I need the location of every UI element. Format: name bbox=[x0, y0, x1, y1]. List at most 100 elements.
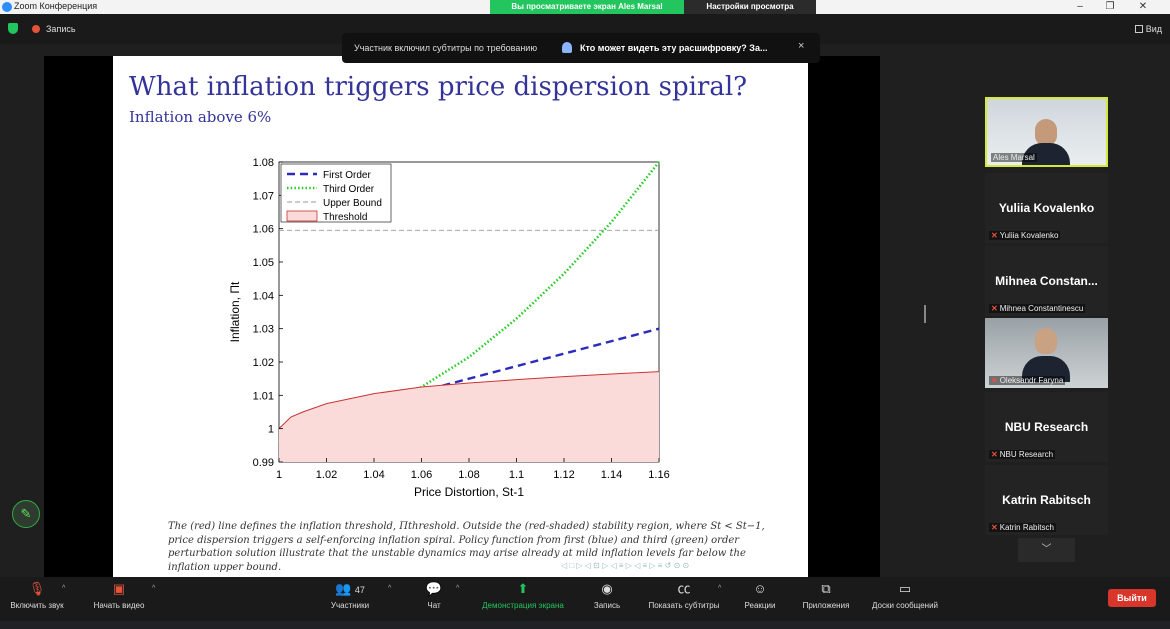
participants-options-caret-icon[interactable]: ^ bbox=[388, 585, 392, 592]
participants-count: 47 bbox=[354, 585, 365, 595]
reactions-button[interactable]: ☺ Реакции bbox=[740, 581, 780, 610]
whiteboards-button[interactable]: ▭ Доски сообщений bbox=[862, 581, 948, 610]
os-taskbar bbox=[0, 621, 1170, 629]
y-tick-label: 1.07 bbox=[253, 190, 274, 202]
participant-name: Ales Marsal bbox=[991, 153, 1037, 162]
participant-display-name: Mihnea Constan... bbox=[995, 274, 1098, 288]
participant-name-label: ✕ Oleksandr Faryna bbox=[989, 376, 1066, 385]
participant-tile[interactable]: ✕ Oleksandr Faryna bbox=[985, 318, 1108, 388]
start-video-button[interactable]: ▣ Начать видео bbox=[86, 581, 152, 610]
x-tick-label: 1.1 bbox=[509, 469, 524, 481]
chat-button[interactable]: 💬 Чат bbox=[416, 581, 452, 610]
y-tick-label: 1.04 bbox=[253, 290, 274, 302]
participant-name-label: ✕ Katrin Rabitsch bbox=[989, 523, 1056, 532]
shield-icon[interactable] bbox=[8, 23, 18, 34]
participant-name: Mihnea Constantinescu bbox=[999, 304, 1084, 313]
y-tick-label: 1.03 bbox=[253, 324, 274, 336]
leave-meeting-button[interactable]: Выйти bbox=[1108, 589, 1156, 607]
participants-label: Участники bbox=[330, 601, 370, 610]
slide-title: What inflation triggers price dispersion… bbox=[129, 72, 748, 102]
video-off-icon: ▣ bbox=[112, 581, 126, 596]
record-icon: ◉ bbox=[601, 581, 613, 596]
share-screen-icon: ⬆ bbox=[517, 581, 529, 596]
show-captions-button[interactable]: ㏄ Показать субтитры bbox=[640, 581, 728, 610]
x-tick-label: 1.16 bbox=[648, 469, 669, 481]
apps-label: Приложения bbox=[802, 601, 850, 610]
y-axis-label: Inflation, Πt bbox=[228, 281, 242, 342]
person-icon bbox=[562, 42, 572, 53]
video-options-caret-icon[interactable]: ^ bbox=[152, 585, 156, 592]
participant-figure bbox=[1022, 356, 1070, 382]
participant-tile[interactable]: NBU Research ✕ NBU Research bbox=[985, 392, 1108, 462]
maximize-button[interactable]: ❐ bbox=[1105, 1, 1115, 12]
apps-icon: ⧉ bbox=[821, 581, 831, 596]
record-label: Запись bbox=[593, 601, 621, 610]
minimize-button[interactable]: – bbox=[1077, 1, 1083, 12]
whiteboard-icon: ▭ bbox=[898, 581, 912, 596]
legend-swatch bbox=[286, 210, 318, 222]
presentation-slide: What inflation triggers price dispersion… bbox=[113, 56, 808, 577]
view-options-button[interactable]: Настройки просмотра bbox=[684, 0, 816, 14]
view-label: Вид bbox=[1145, 24, 1162, 34]
show-captions-label: Показать субтитры bbox=[648, 601, 720, 610]
whiteboards-label: Доски сообщений bbox=[871, 601, 938, 610]
beamer-navigation[interactable]: ◁ □ ▷ ◁ ⊡ ▷ ◁ ≡ ▷ ◁ ≡ ▷ ≡ ↺ ⊙ ⊙ bbox=[561, 561, 690, 570]
record-button[interactable]: ◉ Запись bbox=[588, 581, 626, 610]
threshold-line bbox=[278, 371, 660, 430]
captions-options-caret-icon[interactable]: ^ bbox=[718, 585, 722, 592]
panel-resize-handle[interactable] bbox=[924, 305, 926, 323]
close-notice-button[interactable]: × bbox=[798, 40, 805, 52]
x-tick-label: 1.02 bbox=[316, 469, 337, 481]
meeting-toolbar: 🎙 Включить звук ^ ▣ Начать видео ^ 👥 47 Уча… bbox=[0, 577, 1170, 621]
start-video-label: Начать видео bbox=[93, 601, 145, 610]
x-tick-label: 1.12 bbox=[553, 469, 574, 481]
x-tick-label: 1.04 bbox=[363, 469, 384, 481]
participants-icon: 👥 47 bbox=[335, 581, 365, 596]
participant-name: NBU Research bbox=[999, 450, 1054, 459]
audio-options-caret-icon[interactable]: ^ bbox=[62, 585, 66, 592]
zoom-logo-icon bbox=[2, 2, 12, 12]
participant-name: Yuliia Kovalenko bbox=[999, 231, 1059, 240]
x-tick-label: 1 bbox=[276, 469, 282, 481]
chat-options-caret-icon[interactable]: ^ bbox=[456, 585, 460, 592]
grid-view-icon bbox=[1134, 25, 1143, 33]
legend-label: Third Order bbox=[323, 184, 375, 195]
participant-tile[interactable]: Katrin Rabitsch ✕ Katrin Rabitsch bbox=[985, 465, 1108, 535]
threshold-area bbox=[279, 371, 659, 462]
recording-label[interactable]: Запись bbox=[46, 24, 76, 34]
participant-display-name: NBU Research bbox=[1004, 420, 1089, 434]
participant-name-label: ✕ Mihnea Constantinescu bbox=[989, 304, 1086, 313]
close-window-button[interactable]: ✕ bbox=[1138, 1, 1148, 12]
unmute-button[interactable]: 🎙 Включить звук bbox=[4, 581, 70, 610]
participant-name-label: ✕ Yuliia Kovalenko bbox=[989, 231, 1061, 240]
chevron-down-icon: ﹀ bbox=[1041, 544, 1052, 555]
x-tick-label: 1.08 bbox=[458, 469, 479, 481]
mic-muted-icon: ✕ bbox=[991, 304, 998, 313]
annotate-button[interactable]: ✎ bbox=[12, 500, 40, 528]
x-tick-label: 1.14 bbox=[601, 469, 622, 481]
mic-muted-icon: ✕ bbox=[991, 450, 998, 459]
y-tick-label: 1.08 bbox=[253, 157, 274, 169]
view-button[interactable]: Вид bbox=[1134, 24, 1162, 34]
record-dot-icon bbox=[32, 25, 40, 33]
x-axis-label: Price Distortion, St-1 bbox=[414, 485, 524, 499]
figure-caption: The (red) line defines the inflation thr… bbox=[168, 521, 765, 573]
pencil-icon: ✎ bbox=[20, 506, 32, 521]
share-screen-button[interactable]: ⬆ Демонстрация экрана bbox=[472, 581, 574, 610]
transcript-visibility-link[interactable]: Кто может видеть эту расшифровку? За... bbox=[580, 43, 768, 53]
participant-tile[interactable]: Mihnea Constan... ✕ Mihnea Constantinescu bbox=[985, 246, 1108, 316]
y-tick-label: 0.99 bbox=[253, 457, 274, 469]
participant-display-name: Yuliia Kovalenko bbox=[998, 201, 1095, 215]
participant-display-name: Katrin Rabitsch bbox=[1002, 493, 1091, 507]
mic-muted-icon: ✕ bbox=[991, 376, 998, 385]
mic-muted-icon: 🎙 bbox=[28, 581, 46, 596]
participant-tile[interactable]: Ales Marsal bbox=[985, 97, 1108, 167]
y-tick-label: 1 bbox=[268, 424, 274, 436]
unmute-label: Включить звук bbox=[10, 601, 64, 610]
participant-tile[interactable]: Yuliia Kovalenko ✕ Yuliia Kovalenko bbox=[985, 173, 1108, 243]
scroll-participants-button[interactable]: ﹀ bbox=[1018, 538, 1075, 562]
participants-button[interactable]: 👥 47 Участники bbox=[322, 581, 378, 610]
apps-button[interactable]: ⧉ Приложения bbox=[796, 581, 856, 610]
captions-notice-text: Участник включил субтитры по требованию bbox=[354, 43, 538, 53]
participant-name: Katrin Rabitsch bbox=[999, 523, 1054, 532]
